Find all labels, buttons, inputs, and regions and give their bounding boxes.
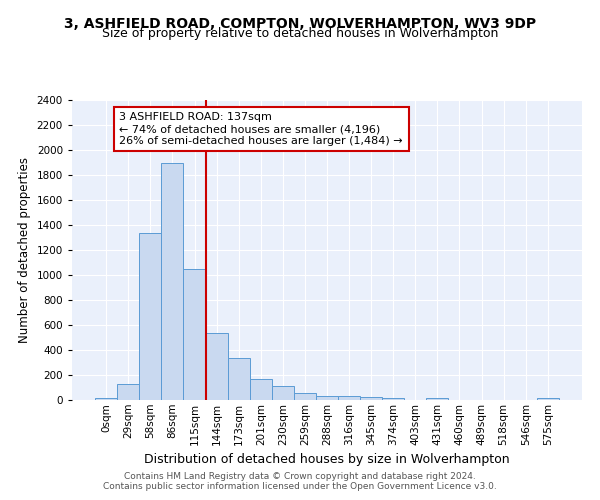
Bar [316, 396, 338, 400]
Bar [382, 398, 404, 400]
Bar [250, 379, 272, 400]
Bar [184, 269, 206, 400]
Text: 3 ASHFIELD ROAD: 137sqm
← 74% of detached houses are smaller (4,196)
26% of semi: 3 ASHFIELD ROAD: 137sqm ← 74% of detache… [119, 112, 403, 146]
Bar [227, 358, 250, 400]
Bar [161, 162, 184, 400]
Bar [206, 332, 227, 400]
Bar [338, 396, 360, 400]
Bar [427, 398, 448, 400]
Bar [537, 398, 559, 400]
Bar [95, 398, 117, 400]
X-axis label: Distribution of detached houses by size in Wolverhampton: Distribution of detached houses by size … [144, 453, 510, 466]
Bar [272, 386, 294, 400]
Bar [117, 384, 139, 400]
Bar [139, 232, 161, 400]
Text: Contains public sector information licensed under the Open Government Licence v3: Contains public sector information licen… [103, 482, 497, 491]
Y-axis label: Number of detached properties: Number of detached properties [18, 157, 31, 343]
Bar [294, 392, 316, 400]
Text: 3, ASHFIELD ROAD, COMPTON, WOLVERHAMPTON, WV3 9DP: 3, ASHFIELD ROAD, COMPTON, WOLVERHAMPTON… [64, 18, 536, 32]
Text: Size of property relative to detached houses in Wolverhampton: Size of property relative to detached ho… [102, 28, 498, 40]
Bar [360, 397, 382, 400]
Text: Contains HM Land Registry data © Crown copyright and database right 2024.: Contains HM Land Registry data © Crown c… [124, 472, 476, 481]
